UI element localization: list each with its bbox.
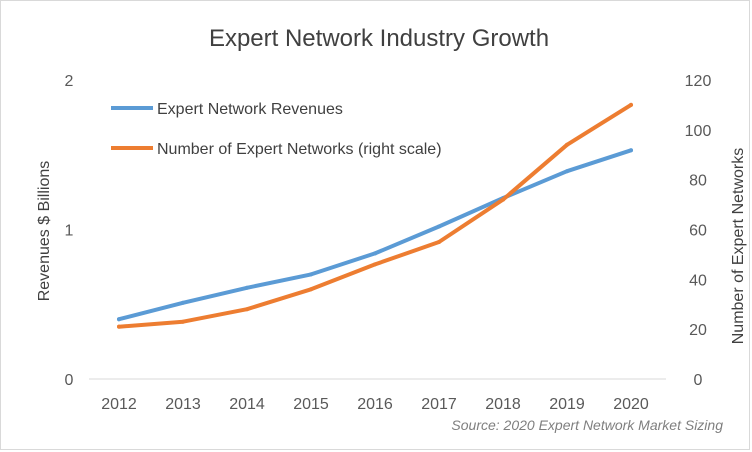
legend-label-2: Number of Expert Networks (right scale) xyxy=(157,141,442,158)
series-2-point xyxy=(373,262,377,267)
series-1-point xyxy=(309,272,313,277)
series-line-2 xyxy=(117,102,633,329)
series-1-point xyxy=(245,285,249,290)
series-2-point xyxy=(245,307,249,312)
series-line-1 xyxy=(117,148,633,322)
series-2-point xyxy=(181,319,185,324)
series-2-point xyxy=(565,142,569,147)
y2-tick-label: 80 xyxy=(689,173,707,190)
y2-axis-label: Number of Expert Networks xyxy=(730,148,747,345)
series-1-point xyxy=(437,224,441,229)
y-tick-label: 0 xyxy=(65,372,74,389)
series-2-point xyxy=(117,324,121,329)
y-axis-label: Revenues $ Billions xyxy=(36,161,53,302)
series-1-point xyxy=(565,169,569,174)
series-1-point xyxy=(373,251,377,256)
x-tick-label: 2018 xyxy=(485,396,521,413)
x-tick-label: 2013 xyxy=(165,396,201,413)
y-tick-label: 1 xyxy=(65,223,74,240)
x-tick-label: 2017 xyxy=(421,396,457,413)
chart-title: Expert Network Industry Growth xyxy=(209,25,549,52)
y-axis-ticks: 0 1 2 xyxy=(65,73,74,389)
series-lines xyxy=(117,102,633,329)
y2-axis-ticks: 0 20 40 60 80 100 120 xyxy=(685,73,712,389)
x-tick-label: 2020 xyxy=(613,396,649,413)
source-note: Source: 2020 Expert Network Market Sizin… xyxy=(451,417,723,433)
y2-tick-label: 100 xyxy=(685,123,712,140)
y2-tick-label: 60 xyxy=(689,223,707,240)
x-tick-label: 2019 xyxy=(549,396,585,413)
series-2-point xyxy=(437,239,441,244)
x-axis-ticks: 2012 2013 2014 2015 2016 2017 2018 2019 2020 xyxy=(101,396,649,413)
series-2-point xyxy=(501,197,505,202)
x-tick-label: 2016 xyxy=(357,396,393,413)
series-1-point xyxy=(181,300,185,305)
y2-tick-label: 0 xyxy=(694,372,703,389)
series-2-point xyxy=(309,287,313,292)
legend-label-1: Expert Network Revenues xyxy=(157,101,343,118)
x-tick-label: 2014 xyxy=(229,396,265,413)
y-tick-label: 2 xyxy=(65,73,74,90)
legend: Expert Network Revenues Number of Expert … xyxy=(111,101,442,158)
y2-tick-label: 20 xyxy=(689,322,707,339)
x-tick-label: 2015 xyxy=(293,396,329,413)
y2-tick-label: 40 xyxy=(689,272,707,289)
series-1-point xyxy=(117,317,121,322)
series-1-point xyxy=(629,148,633,153)
x-tick-label: 2012 xyxy=(101,396,137,413)
y2-tick-label: 120 xyxy=(685,73,712,90)
series-2-point xyxy=(629,102,633,107)
